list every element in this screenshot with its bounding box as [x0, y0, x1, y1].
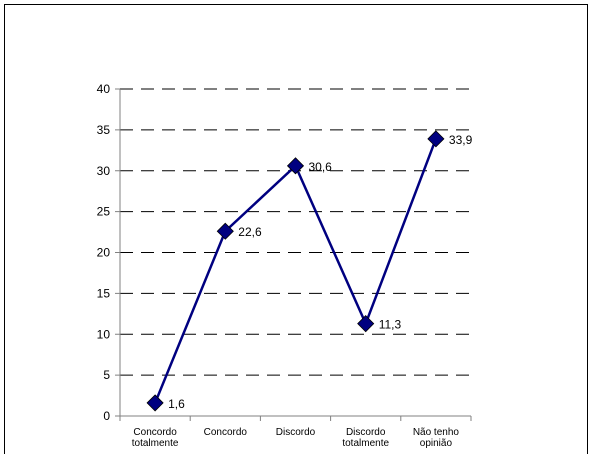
x-tick-label: Discordo: [276, 427, 316, 438]
x-tick-label: totalmente: [342, 438, 389, 449]
x-tick-label: Discordo: [346, 427, 386, 438]
x-tick-label: Concordo: [204, 427, 248, 438]
y-tick-label: 35: [97, 123, 111, 137]
chart-frame: [4, 4, 588, 454]
data-point-marker: [216, 222, 234, 240]
y-tick-label: 0: [103, 409, 110, 423]
y-tick-label: 30: [97, 164, 111, 178]
x-tick-label: totalmente: [132, 438, 179, 449]
data-point-marker: [427, 130, 445, 148]
x-tick-label: opinião: [420, 438, 453, 449]
y-tick-label: 5: [103, 368, 110, 382]
y-tick-label: 40: [97, 82, 111, 96]
data-point-marker: [286, 157, 305, 175]
y-tick-label: 10: [97, 327, 111, 341]
data-label: 22,6: [238, 225, 262, 239]
data-label: 30,6: [309, 160, 333, 174]
x-tick-label: Concordo: [133, 427, 177, 438]
data-point-marker: [146, 394, 164, 412]
data-label: 11,3: [379, 318, 402, 332]
data-point-marker: [357, 315, 375, 333]
y-tick-label: 25: [97, 205, 111, 219]
x-tick-label: Não tenho: [413, 427, 460, 438]
series-line: [153, 138, 438, 404]
y-tick-label: 20: [97, 246, 111, 260]
data-label: 33,9: [449, 133, 473, 147]
data-label: 1,6: [168, 397, 185, 411]
y-tick-label: 15: [97, 286, 111, 300]
